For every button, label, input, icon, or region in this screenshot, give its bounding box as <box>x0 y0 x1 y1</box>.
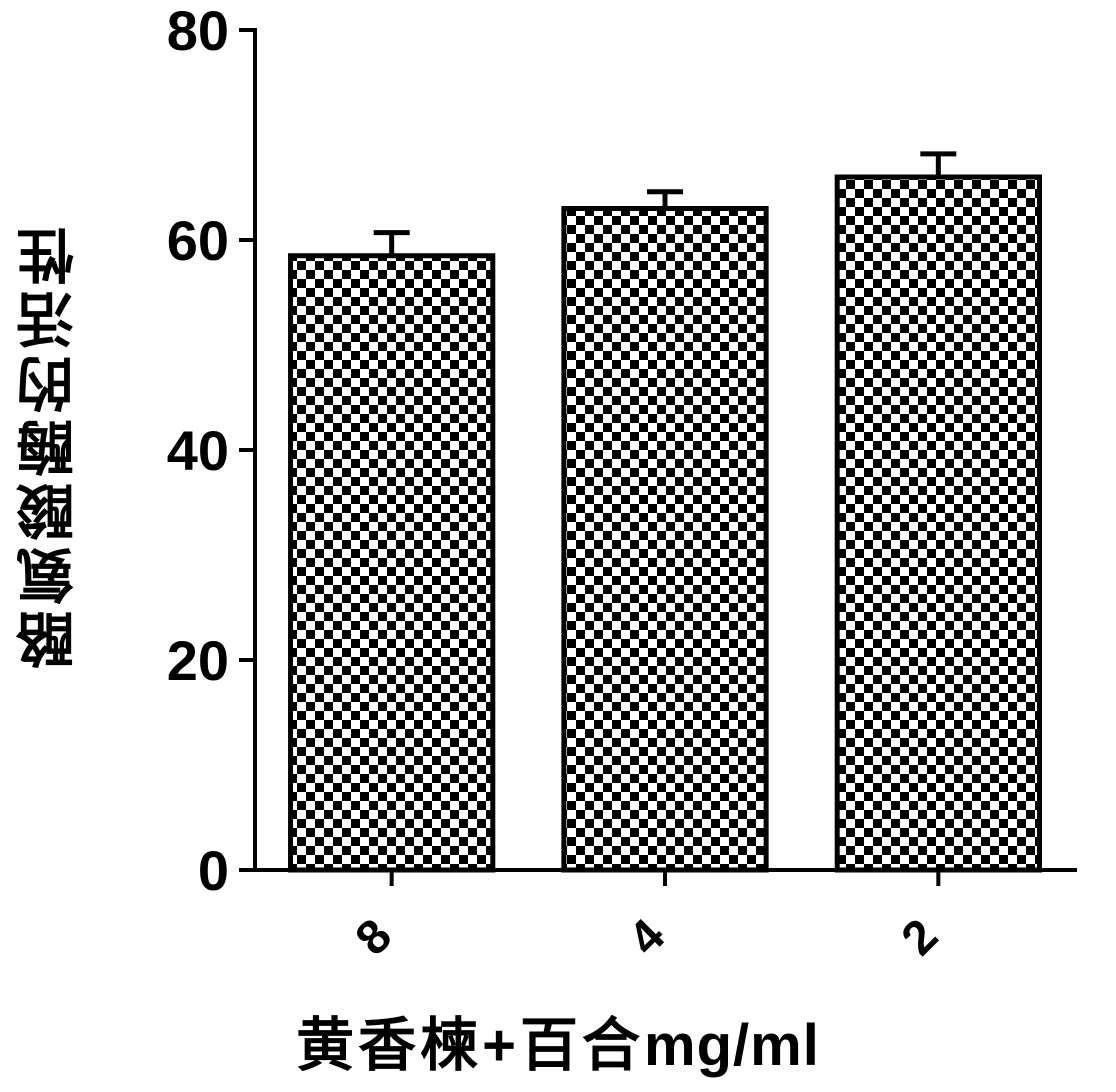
y-tick-label: 60 <box>139 208 229 273</box>
y-tick-label: 20 <box>139 628 229 693</box>
bars-group <box>291 177 1040 870</box>
y-tick-label: 80 <box>139 0 229 63</box>
x-axis-title: 黄香楝+百合mg/ml <box>0 998 1116 1082</box>
y-tick-label: 40 <box>139 418 229 483</box>
bar <box>564 209 766 871</box>
x-axis-title-latin: mg/ml <box>644 1013 820 1078</box>
y-axis-title-container: 酪氨酸酶的活性 <box>15 20 87 870</box>
figure: 酪氨酸酶的活性 黄香楝+百合mg/ml 020406080 842 <box>0 0 1116 1092</box>
y-tick-label: 0 <box>139 838 229 903</box>
x-axis-title-cjk: 黄香楝+百合 <box>296 1013 644 1078</box>
bar <box>291 256 493 870</box>
bar <box>837 177 1039 870</box>
y-axis-title: 酪氨酸酶的活性 <box>9 221 93 669</box>
